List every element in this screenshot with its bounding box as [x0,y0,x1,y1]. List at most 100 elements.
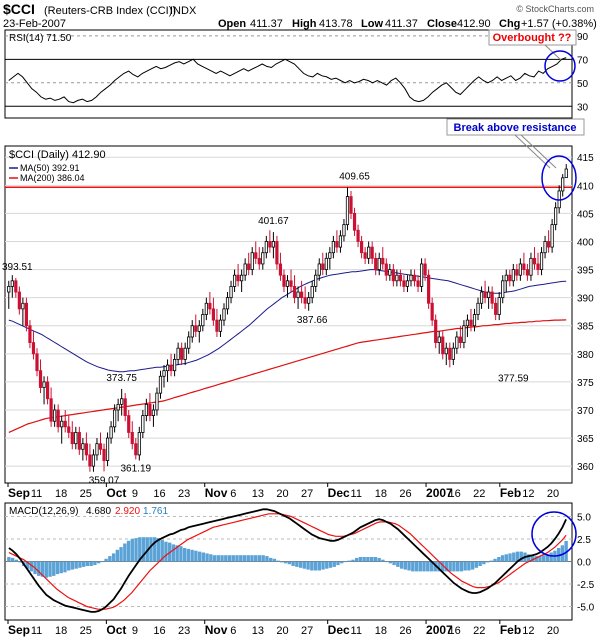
macd-hist-bar [194,550,198,562]
macd-hist-bar [351,559,355,562]
price-tick-label: 385 [577,322,594,333]
candle-body [554,207,558,226]
x-axis-label: 18 [375,488,387,500]
candle-body [321,263,325,270]
candle-body [398,274,403,282]
x-axis-label: 16 [449,625,461,637]
x-axis-label: 20 [276,488,288,500]
macd-hist-bar [216,555,220,562]
macd-hist-bar [220,555,224,562]
macd-highlight-circle [531,511,577,557]
x-axis-label: 13 [252,625,264,637]
x-axis-label: Nov [205,623,228,637]
macd-hist-bar [59,561,63,574]
macd-hist-bar [530,555,535,562]
macd-hist-bar [545,554,550,562]
candle-body [84,443,88,456]
candle-body [501,280,505,299]
macd-hist-bar [463,561,467,571]
candle-body [405,280,410,287]
macd-hist-bar [459,561,464,572]
macd-hist-bar [261,555,265,562]
macd-hist-bar [433,561,437,572]
hist-value: 1.761 [143,506,168,517]
macd-line [8,508,567,613]
macd-hist-bar [108,556,112,562]
candle-body [74,432,78,445]
macd-hist-bar [343,561,348,563]
candle-body [7,286,11,293]
price-callout: 401.67 [258,216,289,227]
macd-hist-bar [134,538,138,562]
candle-body [412,274,417,282]
x-axis-label: 9 [132,625,138,637]
macd-hist-bar [138,537,142,562]
price-tick-label: 410 [577,181,594,192]
macd-hist-bar [527,554,531,562]
close-value: 412.90 [457,18,491,30]
candle-body [359,241,364,254]
candle-body [504,274,508,282]
candle-body [314,274,318,287]
x-axis-label: 23 [178,488,190,500]
price-callout: 409.65 [339,171,370,182]
price-grid [5,156,572,467]
ma200-legend: MA(200) 386.04 [20,173,85,183]
candle-body [28,325,32,343]
candle-body [208,302,212,310]
candle-body [296,291,300,299]
macd-hist-bar [40,561,45,577]
macd-hist-bar [67,561,71,571]
resistance-annotation: Break above resistance [446,118,585,201]
candle-body [416,280,420,287]
candle-body [303,297,307,304]
candle-body [525,269,530,276]
x-axis-label: Sep [8,486,30,500]
candle-body [236,274,240,282]
candle-body [190,325,194,338]
macd-hist-bar [186,548,191,562]
open-value: 411.37 [250,18,283,30]
price-callout: 361.19 [120,463,151,474]
price-panel: 415 410 405 400 395 390 385 380 375 370 365 360 393… [2,118,594,486]
macd-hist-bar [280,561,284,563]
macd-hist-bar [407,561,411,571]
macd-hist-bar [381,559,385,562]
candle-body [240,274,244,282]
rsi-frame [4,29,573,119]
macd-title: MACD(12,26,9) [9,506,78,517]
price-tick-label: 360 [577,462,594,473]
candle-body [310,286,314,299]
price-callout: 377.59 [498,373,529,384]
macd-hist-bar [235,555,239,562]
macd-hist-bar [452,561,456,572]
x-axis-label: 25 [80,625,92,637]
macd-hist-bar [78,561,82,568]
macd-hist-bar [7,557,11,562]
candle-body [381,257,385,265]
candle-body [70,432,74,445]
macd-hist-bar [422,561,426,572]
macd-hist-bar [489,560,494,562]
macd-hist-bar [130,539,134,562]
candle-body [88,454,92,467]
candle-body [395,274,399,282]
symbol-label: $CCI [3,1,35,17]
macd-hist-bar [85,561,90,566]
candle-body [232,274,237,287]
candle-body [451,347,455,360]
macd-hist-bar [291,561,295,566]
candle-body [324,257,328,270]
candles [7,164,568,472]
macd-hist-bar [317,561,321,571]
x-axis-label: Nov [205,486,228,500]
x-axis-label: 11 [31,488,42,500]
candle-body [42,381,46,388]
macd-hist-bar [197,551,202,562]
candle-body [363,252,367,259]
macd-hist-bar [201,552,206,562]
x-axis-label: 26 [399,625,411,637]
high-value: 413.78 [319,18,353,30]
candle-body [564,168,568,179]
macd-hist-bar [250,555,254,562]
